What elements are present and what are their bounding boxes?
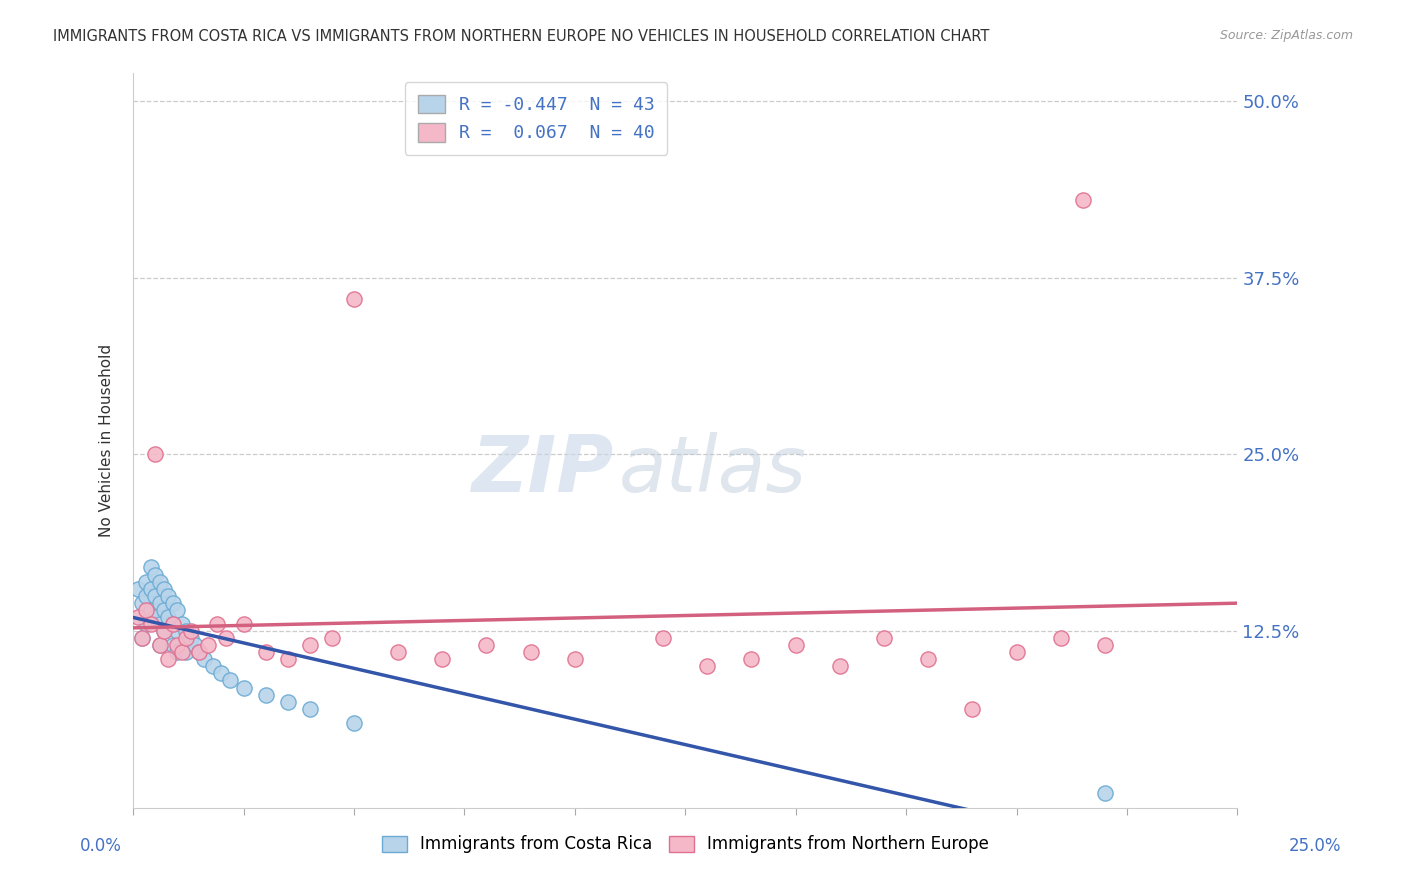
- Point: [917, 652, 939, 666]
- Point: [131, 596, 153, 610]
- Point: [277, 652, 299, 666]
- Point: [139, 560, 162, 574]
- Point: [1071, 193, 1094, 207]
- Point: [1005, 645, 1028, 659]
- Point: [153, 624, 176, 638]
- Point: [298, 638, 321, 652]
- Point: [143, 447, 166, 461]
- Point: [193, 652, 215, 666]
- Point: [143, 610, 166, 624]
- Point: [962, 702, 984, 716]
- Point: [254, 645, 277, 659]
- Point: [153, 624, 176, 638]
- Point: [519, 645, 541, 659]
- Point: [652, 631, 675, 645]
- Point: [127, 582, 149, 596]
- Point: [828, 659, 851, 673]
- Text: atlas: atlas: [619, 432, 807, 508]
- Point: [135, 603, 157, 617]
- Point: [343, 715, 366, 730]
- Point: [153, 582, 176, 596]
- Point: [387, 645, 409, 659]
- Point: [174, 624, 197, 638]
- Point: [188, 645, 211, 659]
- Point: [166, 645, 188, 659]
- Y-axis label: No Vehicles in Household: No Vehicles in Household: [100, 343, 114, 537]
- Point: [162, 617, 184, 632]
- Text: IMMIGRANTS FROM COSTA RICA VS IMMIGRANTS FROM NORTHERN EUROPE NO VEHICLES IN HOU: IMMIGRANTS FROM COSTA RICA VS IMMIGRANTS…: [53, 29, 990, 44]
- Point: [139, 603, 162, 617]
- Point: [475, 638, 498, 652]
- Point: [166, 624, 188, 638]
- Point: [321, 631, 343, 645]
- Point: [180, 631, 202, 645]
- Point: [343, 292, 366, 306]
- Point: [174, 645, 197, 659]
- Point: [139, 617, 162, 632]
- Point: [149, 574, 172, 589]
- Point: [153, 603, 176, 617]
- Point: [139, 582, 162, 596]
- Point: [197, 638, 219, 652]
- Text: Source: ZipAtlas.com: Source: ZipAtlas.com: [1219, 29, 1353, 42]
- Point: [254, 688, 277, 702]
- Point: [135, 589, 157, 603]
- Text: ZIP: ZIP: [471, 432, 613, 508]
- Text: 25.0%: 25.0%: [1288, 837, 1341, 855]
- Text: 0.0%: 0.0%: [80, 837, 122, 855]
- Point: [205, 617, 228, 632]
- Point: [211, 666, 233, 681]
- Point: [157, 589, 180, 603]
- Point: [162, 596, 184, 610]
- Point: [1094, 638, 1116, 652]
- Point: [432, 652, 454, 666]
- Point: [564, 652, 586, 666]
- Point: [149, 638, 172, 652]
- Point: [184, 638, 207, 652]
- Point: [170, 617, 193, 632]
- Point: [135, 574, 157, 589]
- Point: [215, 631, 238, 645]
- Point: [188, 645, 211, 659]
- Point: [696, 659, 718, 673]
- Point: [201, 659, 224, 673]
- Point: [162, 638, 184, 652]
- Point: [131, 631, 153, 645]
- Point: [740, 652, 762, 666]
- Point: [180, 624, 202, 638]
- Point: [232, 681, 254, 695]
- Point: [157, 652, 180, 666]
- Point: [298, 702, 321, 716]
- Point: [1049, 631, 1071, 645]
- Point: [170, 645, 193, 659]
- Point: [149, 638, 172, 652]
- Point: [149, 596, 172, 610]
- Point: [277, 695, 299, 709]
- Point: [873, 631, 896, 645]
- Legend: R = -0.447  N = 43, R =  0.067  N = 40: R = -0.447 N = 43, R = 0.067 N = 40: [405, 82, 668, 155]
- Point: [785, 638, 807, 652]
- Point: [166, 603, 188, 617]
- Point: [143, 567, 166, 582]
- Point: [1094, 787, 1116, 801]
- Point: [166, 638, 188, 652]
- Point: [219, 673, 242, 688]
- Point: [127, 610, 149, 624]
- Point: [232, 617, 254, 632]
- Point: [162, 617, 184, 632]
- Point: [174, 631, 197, 645]
- Point: [157, 610, 180, 624]
- Point: [149, 617, 172, 632]
- Point: [131, 631, 153, 645]
- Point: [143, 589, 166, 603]
- Point: [135, 617, 157, 632]
